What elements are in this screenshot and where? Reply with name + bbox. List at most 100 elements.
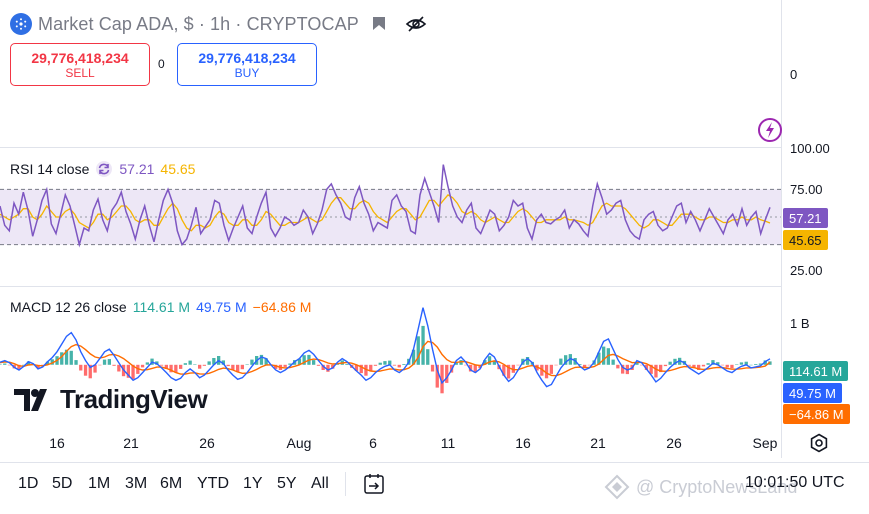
macd-histogram-bar [7, 364, 12, 366]
macd-histogram-bar [22, 364, 26, 366]
macd-histogram-bar [483, 360, 487, 365]
macd-histogram-bar [74, 360, 78, 365]
macd-histogram-bar [364, 364, 368, 376]
macd-histogram-bar [226, 364, 230, 367]
macd-histogram-bar [654, 364, 658, 378]
macd-histogram-bar [720, 364, 725, 366]
rsi-ma-value: 45.65 [160, 161, 196, 177]
rsi-tick-75: 75.00 [790, 182, 823, 197]
macd-histogram-bar [69, 350, 73, 365]
sell-button[interactable]: 29,776,418,234 SELL [10, 43, 150, 86]
macd-histogram-bar [402, 364, 406, 365]
macd-histogram-bar [359, 364, 363, 374]
macd-histogram-bar [616, 364, 620, 369]
macd-histogram-bar [98, 364, 102, 366]
gear-icon[interactable] [809, 433, 829, 453]
x-tick-label: 11 [440, 435, 456, 451]
cardano-logo-icon [10, 13, 32, 35]
macd-histogram-bar [3, 363, 7, 365]
macd-histogram-bar [188, 360, 192, 365]
macd-histogram-bar [231, 364, 235, 370]
x-tick-label: 26 [666, 435, 682, 451]
timeframe-5y[interactable]: 5Y [277, 475, 297, 492]
watermark-text: @ CryptoNewsLand [636, 476, 798, 497]
timeframe-ytd[interactable]: YTD [197, 475, 229, 492]
macd-histogram-bar [117, 364, 121, 372]
macd-histogram-bar [511, 364, 515, 373]
macd-histogram-bar [297, 358, 302, 365]
macd-histogram-bar [744, 361, 748, 365]
timeframe-1y[interactable]: 1Y [243, 475, 263, 492]
timeframe-6m[interactable]: 6M [160, 475, 183, 492]
main-axis-zero-label: 0 [790, 67, 798, 82]
macd-histogram-bar [112, 364, 116, 366]
lightning-bolt-icon[interactable] [757, 117, 783, 143]
macd-histogram-bar [179, 364, 183, 369]
macd-histogram-bar [17, 364, 21, 369]
macd-histogram-bar [621, 364, 625, 374]
timeframe-5d[interactable]: 5D [52, 475, 73, 492]
macd-histogram-bar [464, 364, 468, 366]
macd-histogram-bar [274, 364, 278, 369]
macd-histogram-bar [492, 360, 496, 365]
macd-histogram-bar [597, 352, 601, 365]
macd-histogram-bar [435, 364, 439, 388]
macd-histogram-bar [140, 364, 145, 368]
macd-histogram-bar [64, 349, 69, 365]
x-tick-label: 16 [49, 435, 65, 451]
macd-histogram-bar [50, 359, 54, 365]
macd-histogram-bar [559, 358, 563, 365]
macd-histogram-bar [692, 364, 696, 369]
tradingview-wordmark: TradingView [60, 384, 208, 414]
macd-histogram-bar [0, 364, 2, 365]
rsi-chart[interactable] [0, 148, 781, 286]
macd-histogram-bar [159, 364, 164, 366]
macd-histogram-bar [487, 356, 492, 365]
sync-icon[interactable] [95, 160, 113, 178]
flag-icon[interactable] [371, 16, 387, 32]
macd-histogram-bar [473, 364, 477, 373]
macd-histogram-bar [316, 364, 321, 366]
macd-histogram-bar [468, 364, 473, 372]
toolbar-divider [345, 472, 346, 496]
macd-histogram-bar [264, 358, 268, 365]
macd-histogram-bar [602, 346, 606, 365]
macd-histogram-bar [583, 364, 587, 368]
macd-histogram-bar [668, 361, 672, 365]
macd-histogram-bar [426, 349, 430, 365]
macd-histogram-bar [716, 362, 720, 365]
macd-histogram-bar [331, 364, 335, 369]
timeframe-all[interactable]: All [311, 475, 329, 492]
rsi-title[interactable]: RSI 14 close [10, 161, 90, 177]
macd-tick-1b: 1 B [790, 316, 810, 331]
macd-histogram-bar [373, 364, 378, 366]
tradingview-logo[interactable]: TradingView [14, 384, 208, 415]
timeframe-1m[interactable]: 1M [88, 475, 111, 492]
macd-histogram-bar [388, 360, 392, 365]
macd-histogram-bar [411, 349, 416, 365]
macd-histogram-bar [739, 362, 744, 365]
macd-histogram-bar [212, 358, 216, 365]
macd-histogram-bar [421, 325, 425, 365]
hide-eye-icon[interactable] [405, 15, 427, 33]
macd-histogram-bar [430, 364, 435, 372]
date-range-icon[interactable] [362, 472, 386, 496]
rsi-value: 57.21 [119, 161, 155, 177]
macd-title[interactable]: MACD 12 26 close [10, 299, 127, 315]
macd-chart[interactable] [0, 287, 781, 427]
symbol-title[interactable]: Market Cap ADA, $ · 1h · CRYPTOCAP [38, 13, 359, 34]
macd-histogram-bar [245, 364, 249, 365]
macd-line [0, 307, 771, 388]
buy-label: BUY [234, 65, 260, 80]
macd-histogram-bar [312, 360, 316, 365]
macd-histogram-bar [26, 361, 31, 365]
timeframe-3m[interactable]: 3M [125, 475, 148, 492]
macd-histogram-bar [79, 364, 83, 371]
utc-clock[interactable]: 10:01:50 UTC [745, 474, 845, 491]
macd-histogram-bar [183, 363, 187, 365]
macd-histogram-bar [749, 364, 753, 366]
macd-histogram-bar [564, 355, 568, 365]
timeframe-1d[interactable]: 1D [18, 475, 39, 492]
buy-button[interactable]: 29,776,418,234 BUY [177, 43, 317, 86]
macd-histogram-bar [416, 336, 420, 365]
